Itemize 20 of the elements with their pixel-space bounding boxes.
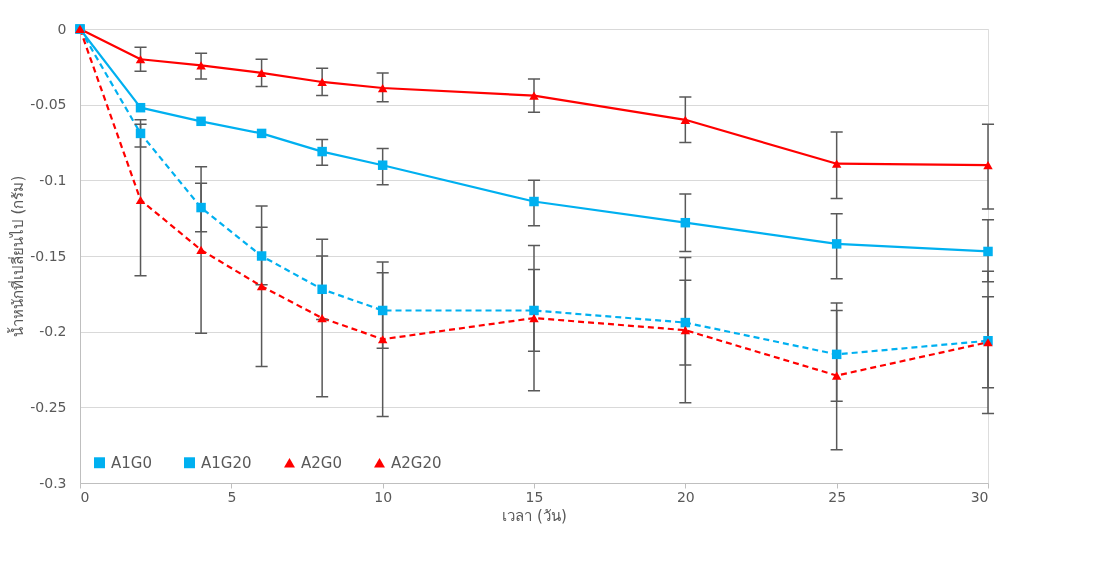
y-tick-label: -0.05 bbox=[30, 96, 67, 113]
x-tick-label: 30 bbox=[970, 488, 989, 505]
legend-label: A1G20 bbox=[201, 453, 252, 472]
x-tick-label: 5 bbox=[227, 488, 237, 505]
legend-label: A1G0 bbox=[111, 453, 152, 472]
x-tick-label: 15 bbox=[525, 488, 544, 505]
legend-label: A2G0 bbox=[301, 453, 342, 472]
y-tick-label: -0.3 bbox=[39, 474, 67, 491]
y-tick-label: -0.1 bbox=[39, 171, 67, 188]
x-tick-label: 10 bbox=[374, 488, 393, 505]
y-tick-label: -0.15 bbox=[30, 247, 67, 264]
y-tick-label: 0 bbox=[57, 20, 67, 37]
x-tick-label: 25 bbox=[828, 488, 847, 505]
x-axis-title: เวลา (วัน) bbox=[502, 506, 567, 525]
x-tick-label: 20 bbox=[676, 488, 695, 505]
x-tick-label: 0 bbox=[80, 488, 90, 505]
legend-label: A2G20 bbox=[391, 453, 442, 472]
y-axis-title: น้ำหนักที่เปลี่ยนไป (กรัม) bbox=[7, 175, 28, 338]
y-tick-label: -0.25 bbox=[30, 398, 67, 415]
y-tick-label: -0.2 bbox=[39, 323, 67, 340]
